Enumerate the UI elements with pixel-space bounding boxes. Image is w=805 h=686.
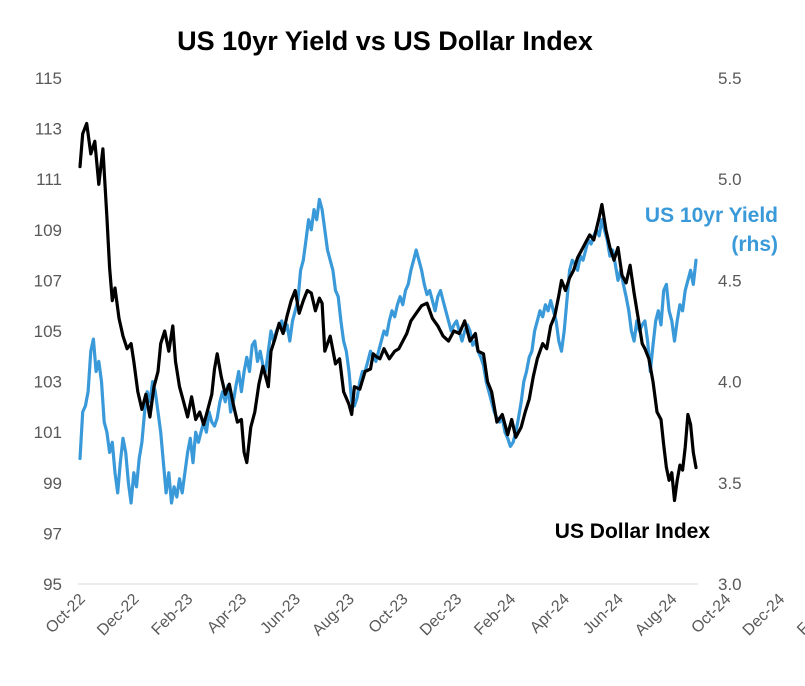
x-tick-label: Apr-23 (204, 591, 250, 637)
x-tick-label: Feb-23 (149, 591, 197, 639)
left-tick-label: 107 (34, 271, 62, 290)
right-tick-label: 3.0 (718, 575, 742, 594)
x-tick-label: Dec-23 (417, 591, 466, 640)
yield-series-label: US 10yr Yield (645, 204, 778, 227)
left-tick-label: 109 (34, 221, 62, 240)
left-tick-label: 115 (35, 69, 62, 88)
series-labels: US 10yr Yield (rhs) US Dollar Index (555, 204, 778, 543)
left-tick-label: 105 (34, 322, 62, 341)
dollar-series-label: US Dollar Index (555, 520, 711, 543)
left-tick-label: 95 (43, 575, 62, 594)
chart-title: US 10yr Yield vs US Dollar Index (177, 26, 593, 56)
x-tick-label: Oct-24 (688, 591, 734, 637)
x-tick-label: Jun-23 (257, 591, 304, 638)
series-us-dollar-index (78, 121, 698, 503)
yield-series-label: (rhs) (731, 233, 778, 256)
right-axis: 3.0 3.5 4.0 4.5 5.0 5.5 (718, 69, 742, 594)
x-tick-label: Feb-24 (471, 591, 519, 639)
dollar-index-line (78, 121, 698, 503)
right-tick-label: 4.5 (718, 271, 742, 290)
series-us-10yr-yield (78, 197, 698, 505)
x-tick-label: Dec-24 (740, 591, 789, 640)
left-tick-label: 113 (35, 120, 62, 139)
x-tick-label: Jun-24 (580, 591, 627, 638)
x-tick-label: Aug-24 (632, 591, 681, 640)
right-tick-label: 5.5 (718, 69, 742, 88)
left-tick-label: 97 (43, 524, 62, 543)
x-tick-label: Feb-25 (794, 591, 805, 639)
x-tick-label: Aug-23 (309, 591, 358, 640)
left-tick-label: 99 (43, 474, 62, 493)
left-tick-label: 103 (34, 373, 62, 392)
x-tick-label: Dec-22 (94, 591, 143, 640)
x-axis: Oct-22 Dec-22 Feb-23 Apr-23 Jun-23 Aug-23 Oct-… (43, 591, 805, 640)
x-tick-label: Oct-23 (366, 591, 412, 637)
left-axis: 95 97 99 101 103 105 107 109 111 113 115 (34, 69, 62, 594)
x-tick-label: Oct-22 (43, 591, 89, 637)
x-tick-label: Apr-24 (527, 591, 573, 637)
yield-line (78, 197, 698, 505)
right-tick-label: 4.0 (718, 373, 742, 392)
left-tick-label: 111 (36, 170, 62, 189)
right-tick-label: 5.0 (718, 170, 742, 189)
right-tick-label: 3.5 (718, 474, 742, 493)
left-tick-label: 101 (34, 423, 62, 442)
